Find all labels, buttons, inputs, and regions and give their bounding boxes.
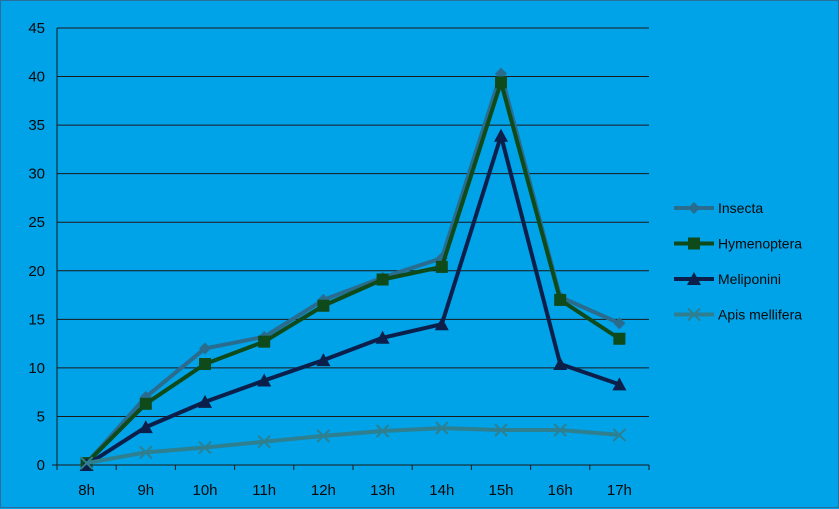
square-marker bbox=[317, 299, 330, 312]
x-marker bbox=[79, 456, 94, 470]
square-marker bbox=[258, 335, 271, 348]
legend: Insecta Hymenoptera Meliponini Apis mellife… bbox=[674, 200, 802, 323]
x-marker bbox=[316, 429, 331, 443]
triangle-marker bbox=[434, 317, 449, 331]
square-marker bbox=[199, 358, 211, 371]
triangle-marker bbox=[257, 373, 272, 387]
y-tick-label: 25 bbox=[28, 214, 45, 231]
x-tick-label: 16h bbox=[548, 482, 573, 499]
legend-label: Hymenoptera bbox=[718, 236, 802, 252]
square-marker bbox=[376, 273, 389, 286]
grid-lines bbox=[57, 27, 649, 417]
series-line bbox=[85, 71, 621, 465]
triangle-marker bbox=[687, 272, 701, 285]
x-tick-label: 9h bbox=[137, 482, 154, 499]
diamond-marker bbox=[688, 202, 700, 214]
x-tick-label: 11h bbox=[252, 482, 276, 499]
triangle-marker bbox=[494, 128, 508, 142]
series-layer bbox=[79, 67, 627, 471]
legend-label: Apis mellifera bbox=[718, 307, 802, 323]
y-tick-label: 20 bbox=[28, 263, 45, 280]
y-tick-label: 10 bbox=[28, 360, 45, 377]
triangle-marker bbox=[612, 377, 627, 391]
series-line bbox=[86, 426, 620, 466]
legend-item: Insecta bbox=[674, 200, 763, 216]
x-marker bbox=[257, 434, 271, 449]
x-marker bbox=[687, 307, 701, 322]
triangle-marker bbox=[375, 330, 390, 344]
triangle-marker bbox=[316, 353, 331, 367]
x-tick-label: 12h bbox=[311, 482, 336, 499]
diamond-marker bbox=[613, 317, 626, 330]
series-apis-mellifera bbox=[79, 421, 627, 470]
square-marker bbox=[495, 76, 507, 89]
y-tick-label: 35 bbox=[28, 117, 45, 134]
square-marker bbox=[613, 332, 626, 345]
x-marker bbox=[375, 424, 390, 438]
x-tick-label: 17h bbox=[607, 482, 632, 499]
y-tick-label: 15 bbox=[28, 311, 45, 328]
x-tick-label: 14h bbox=[429, 482, 454, 499]
x-axis-ticks: 8h 9h 10h 11h 12h 13h 14h 15h 16h 17h bbox=[78, 482, 632, 499]
x-tick-label: 15h bbox=[488, 482, 513, 499]
x-marker bbox=[494, 423, 508, 437]
series-line bbox=[85, 133, 621, 467]
y-axis-ticks: 0 5 10 15 20 25 30 35 40 45 bbox=[28, 20, 45, 474]
series-line bbox=[85, 80, 621, 465]
triangle-marker bbox=[138, 420, 153, 434]
x-tick-label: 13h bbox=[370, 482, 395, 499]
square-marker bbox=[435, 260, 448, 273]
axes bbox=[52, 28, 650, 470]
legend-label: Insecta bbox=[718, 200, 763, 216]
y-tick-label: 0 bbox=[37, 457, 45, 474]
legend-item: Hymenoptera bbox=[674, 236, 802, 252]
diamond-marker bbox=[199, 342, 211, 355]
legend-label: Meliponini bbox=[718, 271, 781, 287]
y-tick-label: 30 bbox=[28, 166, 45, 183]
x-tick-label: 8h bbox=[78, 482, 95, 499]
x-marker bbox=[198, 440, 212, 455]
series-insecta bbox=[80, 67, 626, 470]
y-tick-label: 45 bbox=[28, 20, 45, 37]
legend-item: Apis mellifera bbox=[674, 307, 802, 323]
y-tick-label: 5 bbox=[37, 408, 45, 425]
x-marker bbox=[435, 421, 449, 435]
legend-item: Meliponini bbox=[674, 271, 781, 287]
series-hymenoptera bbox=[80, 76, 626, 470]
triangle-marker bbox=[198, 394, 212, 408]
square-marker bbox=[688, 237, 700, 250]
y-tick-label: 40 bbox=[28, 69, 45, 86]
x-tick-label: 10h bbox=[192, 482, 217, 499]
x-marker bbox=[139, 445, 153, 460]
series-meliponini bbox=[79, 128, 627, 471]
square-marker bbox=[139, 397, 152, 410]
triangle-marker bbox=[553, 357, 568, 371]
x-marker bbox=[612, 428, 627, 442]
square-marker bbox=[554, 293, 567, 306]
x-marker bbox=[553, 423, 567, 437]
